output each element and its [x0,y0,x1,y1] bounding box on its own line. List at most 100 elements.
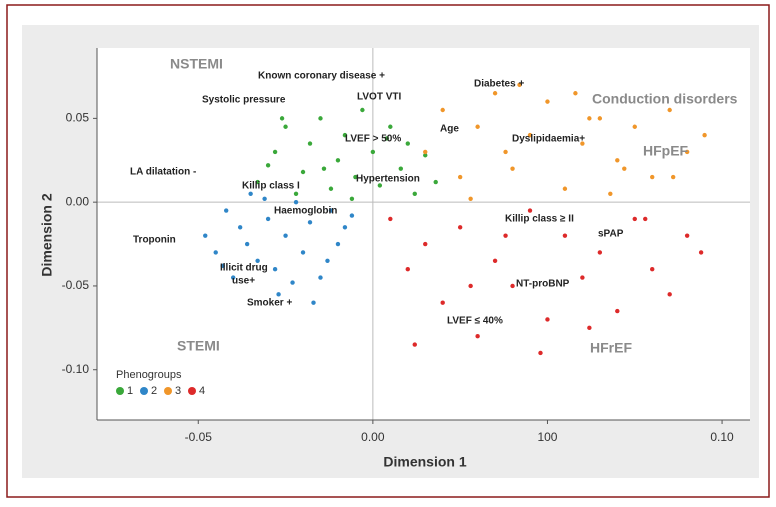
point [335,158,341,163]
point [224,208,229,213]
variable-label: Smoker + [247,298,292,309]
point [510,166,515,171]
y-tick-label: -0.05 [62,278,90,292]
point [510,283,515,289]
point [468,283,473,289]
point [300,169,306,175]
point [279,116,285,121]
variable-label: Known coronary disease + [258,71,385,82]
variable-label: LA dilatation - [130,167,196,178]
x-tick-label: 0.00 [361,430,385,444]
point [265,163,271,168]
point [293,199,299,205]
point [318,116,323,121]
point [388,124,393,129]
point [255,258,260,264]
point [608,191,613,196]
variable-label: LVEF > 50% [345,134,401,145]
point [262,196,267,202]
point [255,179,260,185]
point [597,250,603,255]
point [503,233,508,238]
point [615,308,620,314]
legend-label: 3 [175,385,181,397]
point [272,266,278,272]
point [622,166,627,171]
legend-title: Phenogroups [116,369,182,381]
y-axis-title: Dimension 2 [39,193,55,276]
point [230,275,236,280]
region-label: Conduction disorders [592,91,738,107]
point [468,196,473,202]
point [643,216,648,222]
point [311,300,316,305]
region-label: HFrEF [590,340,632,356]
point [632,216,637,222]
point [433,179,438,185]
x-tick-label: 100 [537,430,557,444]
point [335,241,341,247]
y-tick-label: -0.10 [62,362,90,376]
point [349,196,355,202]
point [307,141,313,146]
variable-label: Killip class ≥ II [505,214,574,225]
point [597,116,603,121]
point [503,149,508,155]
point [587,116,592,121]
point [475,124,480,129]
point [492,91,498,96]
variable-label: Systolic pressure [202,95,286,106]
point [615,158,620,163]
point [370,149,376,155]
point [698,250,704,255]
point [423,241,428,247]
point [328,208,334,213]
point [538,350,543,356]
point [244,241,250,247]
point [650,266,655,272]
point [517,82,522,88]
point [388,216,393,222]
point [276,292,281,297]
point [632,124,637,129]
point [667,292,672,297]
point [405,266,410,272]
point [527,208,533,213]
variable-label: Troponin [133,235,176,246]
variable-label: Diabetes + [474,79,524,90]
point [220,263,225,269]
point [342,132,348,138]
point [684,149,690,155]
point [412,342,417,347]
point [423,153,428,158]
variable-label: Killip class I [242,181,300,192]
point [457,225,463,230]
point [475,334,480,339]
point [290,280,295,285]
point [321,166,327,171]
point [667,107,672,113]
point [412,191,417,196]
point [684,233,690,238]
point [318,275,323,280]
point [283,124,288,129]
region-label: NSTEMI [170,56,223,72]
point [265,216,271,222]
point [342,225,348,230]
point [545,99,550,104]
region-label: STEMI [177,338,220,354]
point [492,258,498,264]
y-tick-label: 0.00 [66,194,90,208]
point [580,275,585,280]
variable-label: LVOT VTI [357,92,401,103]
variable-label: use+ [232,276,255,287]
point [384,136,390,141]
point [203,233,208,238]
point [213,250,218,255]
point [573,91,578,96]
legend-marker [140,387,148,395]
x-axis-title: Dimension 1 [383,454,466,470]
legend-marker [164,387,172,395]
